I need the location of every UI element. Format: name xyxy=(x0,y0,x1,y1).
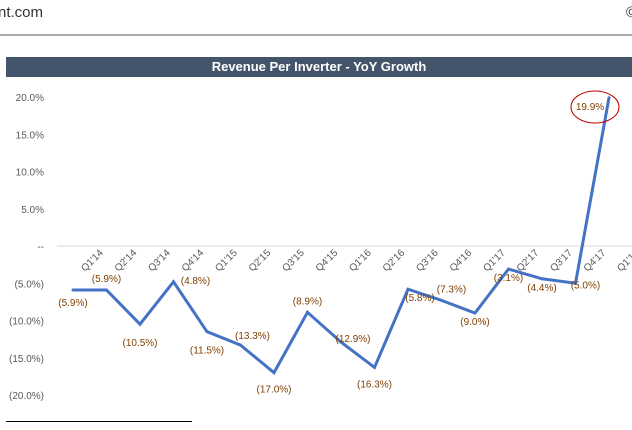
x-tick-label: Q4'17 xyxy=(582,247,609,274)
series-line xyxy=(73,97,611,375)
x-tick-label: Q2'16 xyxy=(381,247,408,274)
y-tick-label: 15.0% xyxy=(16,130,44,141)
data-point xyxy=(339,340,343,344)
highlight-circle xyxy=(570,90,620,124)
data-label: (13.3%) xyxy=(235,331,270,342)
data-label: (5.0%) xyxy=(571,280,600,291)
y-tick-label: (15.0%) xyxy=(9,354,44,365)
x-tick-label: Q4'15 xyxy=(314,247,341,274)
data-point xyxy=(138,322,142,326)
data-point xyxy=(172,280,175,284)
data-point xyxy=(71,288,75,292)
data-point xyxy=(105,288,108,292)
x-tick-label: Q1'17 xyxy=(481,247,508,274)
x-tick-label: Q3'17 xyxy=(548,247,575,274)
y-tick-label: 5.0% xyxy=(21,205,44,216)
x-tick-label: Q1'18 xyxy=(615,247,632,274)
data-label: (7.3%) xyxy=(437,284,466,295)
x-tick-label: Q1'15 xyxy=(213,247,240,274)
data-point xyxy=(540,277,544,281)
x-tick-label: Q4'16 xyxy=(448,247,475,274)
x-tick-label: Q2'15 xyxy=(247,247,274,274)
data-label: (11.5%) xyxy=(190,346,224,357)
data-point xyxy=(205,330,209,334)
data-label: (3.1%) xyxy=(494,273,523,284)
data-label: (4.4%) xyxy=(527,283,556,294)
y-tick-label: (10.0%) xyxy=(9,317,44,328)
site-url-fragment: nt.com xyxy=(0,4,44,21)
data-point xyxy=(440,298,443,302)
data-label: (17.0%) xyxy=(256,385,291,396)
data-point xyxy=(507,267,510,271)
data-label: (8.9%) xyxy=(293,296,322,307)
data-point xyxy=(406,287,410,291)
data-point xyxy=(607,96,611,100)
data-label: 19.9% xyxy=(576,102,604,113)
data-point xyxy=(239,343,242,347)
y-tick-label: 10.0% xyxy=(16,168,44,179)
data-label: (9.0%) xyxy=(460,317,489,328)
x-tick-label: Q3'15 xyxy=(280,247,307,274)
x-tick-label: Q1'14 xyxy=(79,247,106,274)
data-label: (5.8%) xyxy=(405,293,434,304)
y-tick-label: 20.0% xyxy=(16,93,44,104)
copyright-fragment: © xyxy=(626,4,632,21)
data-point xyxy=(306,310,309,314)
x-tick-label: Q4'14 xyxy=(180,247,207,274)
data-point xyxy=(574,281,577,285)
y-tick-label: (5.0%) xyxy=(15,279,44,290)
y-tick-label: -- xyxy=(37,242,44,253)
data-label: (16.3%) xyxy=(357,379,392,390)
data-point xyxy=(473,311,477,315)
data-label: (12.9%) xyxy=(335,334,370,345)
data-label: (5.9%) xyxy=(92,274,121,285)
y-tick-label: (20.0%) xyxy=(9,391,44,402)
x-tick-label: Q2'17 xyxy=(515,247,542,274)
data-point xyxy=(373,365,376,369)
x-tick-label: Q1'16 xyxy=(347,247,374,274)
data-point xyxy=(272,371,276,375)
footnote-rule xyxy=(6,421,192,422)
x-tick-label: Q3'14 xyxy=(146,247,173,274)
data-label: (5.9%) xyxy=(58,298,87,309)
chart-title: Revenue Per Inverter - YoY Growth xyxy=(6,57,632,77)
data-label: (10.5%) xyxy=(122,338,157,349)
x-tick-label: Q2'14 xyxy=(113,247,140,274)
data-label: (4.8%) xyxy=(181,276,210,287)
header-divider xyxy=(0,34,632,36)
x-tick-label: Q3'16 xyxy=(414,247,441,274)
